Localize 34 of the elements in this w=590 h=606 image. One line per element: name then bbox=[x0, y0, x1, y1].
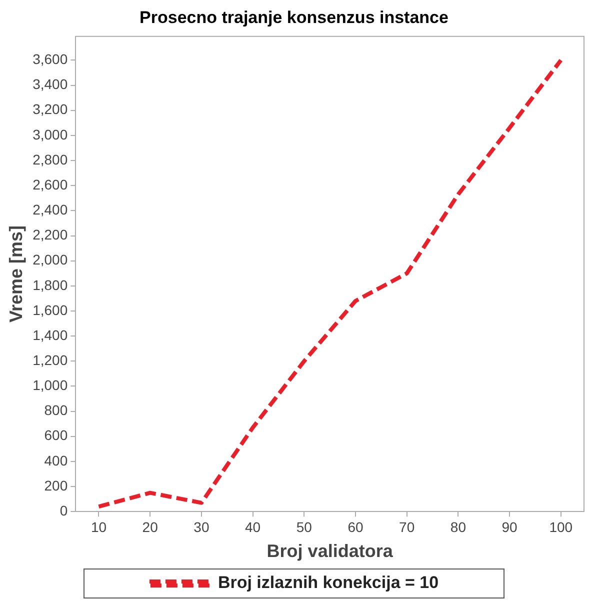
x-axis-title: Broj validatora bbox=[266, 541, 394, 562]
y-tick-label: 0 bbox=[60, 502, 68, 518]
chart-title: Prosecno trajanje konsenzus instance bbox=[140, 8, 448, 27]
y-tick-label: 800 bbox=[44, 402, 68, 418]
x-tick-label: 20 bbox=[142, 518, 158, 535]
x-tick-label: 60 bbox=[348, 518, 364, 535]
y-tick-label: 2,600 bbox=[32, 176, 68, 192]
y-tick-label: 2,800 bbox=[32, 151, 68, 168]
line-series bbox=[96, 58, 563, 509]
x-tick-label: 10 bbox=[90, 518, 107, 535]
x-tick-label: 50 bbox=[296, 518, 312, 535]
y-tick-label: 3,200 bbox=[32, 101, 68, 118]
x-tick-label: 30 bbox=[194, 518, 210, 535]
y-tick-label: 400 bbox=[44, 452, 68, 468]
y-tick-label: 3,000 bbox=[32, 126, 68, 142]
legend-label: Broj izlaznih konekcija = 10 bbox=[218, 573, 439, 592]
x-tick-label: 100 bbox=[549, 518, 573, 535]
y-tick-label: 1,400 bbox=[32, 326, 68, 343]
y-tick-label: 1,200 bbox=[32, 352, 68, 368]
y-tick-label: 2,400 bbox=[32, 202, 68, 218]
x-tick-label: 40 bbox=[245, 518, 261, 535]
y-axis-title: Vreme [ms] bbox=[6, 225, 26, 323]
x-tick-label: 90 bbox=[502, 518, 518, 535]
x-tick-label: 80 bbox=[450, 518, 466, 535]
y-tick-label: 600 bbox=[44, 427, 68, 444]
x-tick-label: 70 bbox=[399, 518, 415, 535]
y-tick-label: 3,600 bbox=[32, 51, 68, 68]
y-tick-label: 1,800 bbox=[32, 276, 68, 293]
y-tick-label: 2,000 bbox=[32, 252, 68, 268]
y-tick-label: 1,000 bbox=[32, 377, 68, 394]
y-tick-label: 3,400 bbox=[32, 76, 68, 92]
y-tick-label: 2,200 bbox=[32, 226, 68, 243]
y-tick-label: 1,600 bbox=[32, 302, 68, 318]
y-tick-label: 200 bbox=[44, 477, 68, 494]
